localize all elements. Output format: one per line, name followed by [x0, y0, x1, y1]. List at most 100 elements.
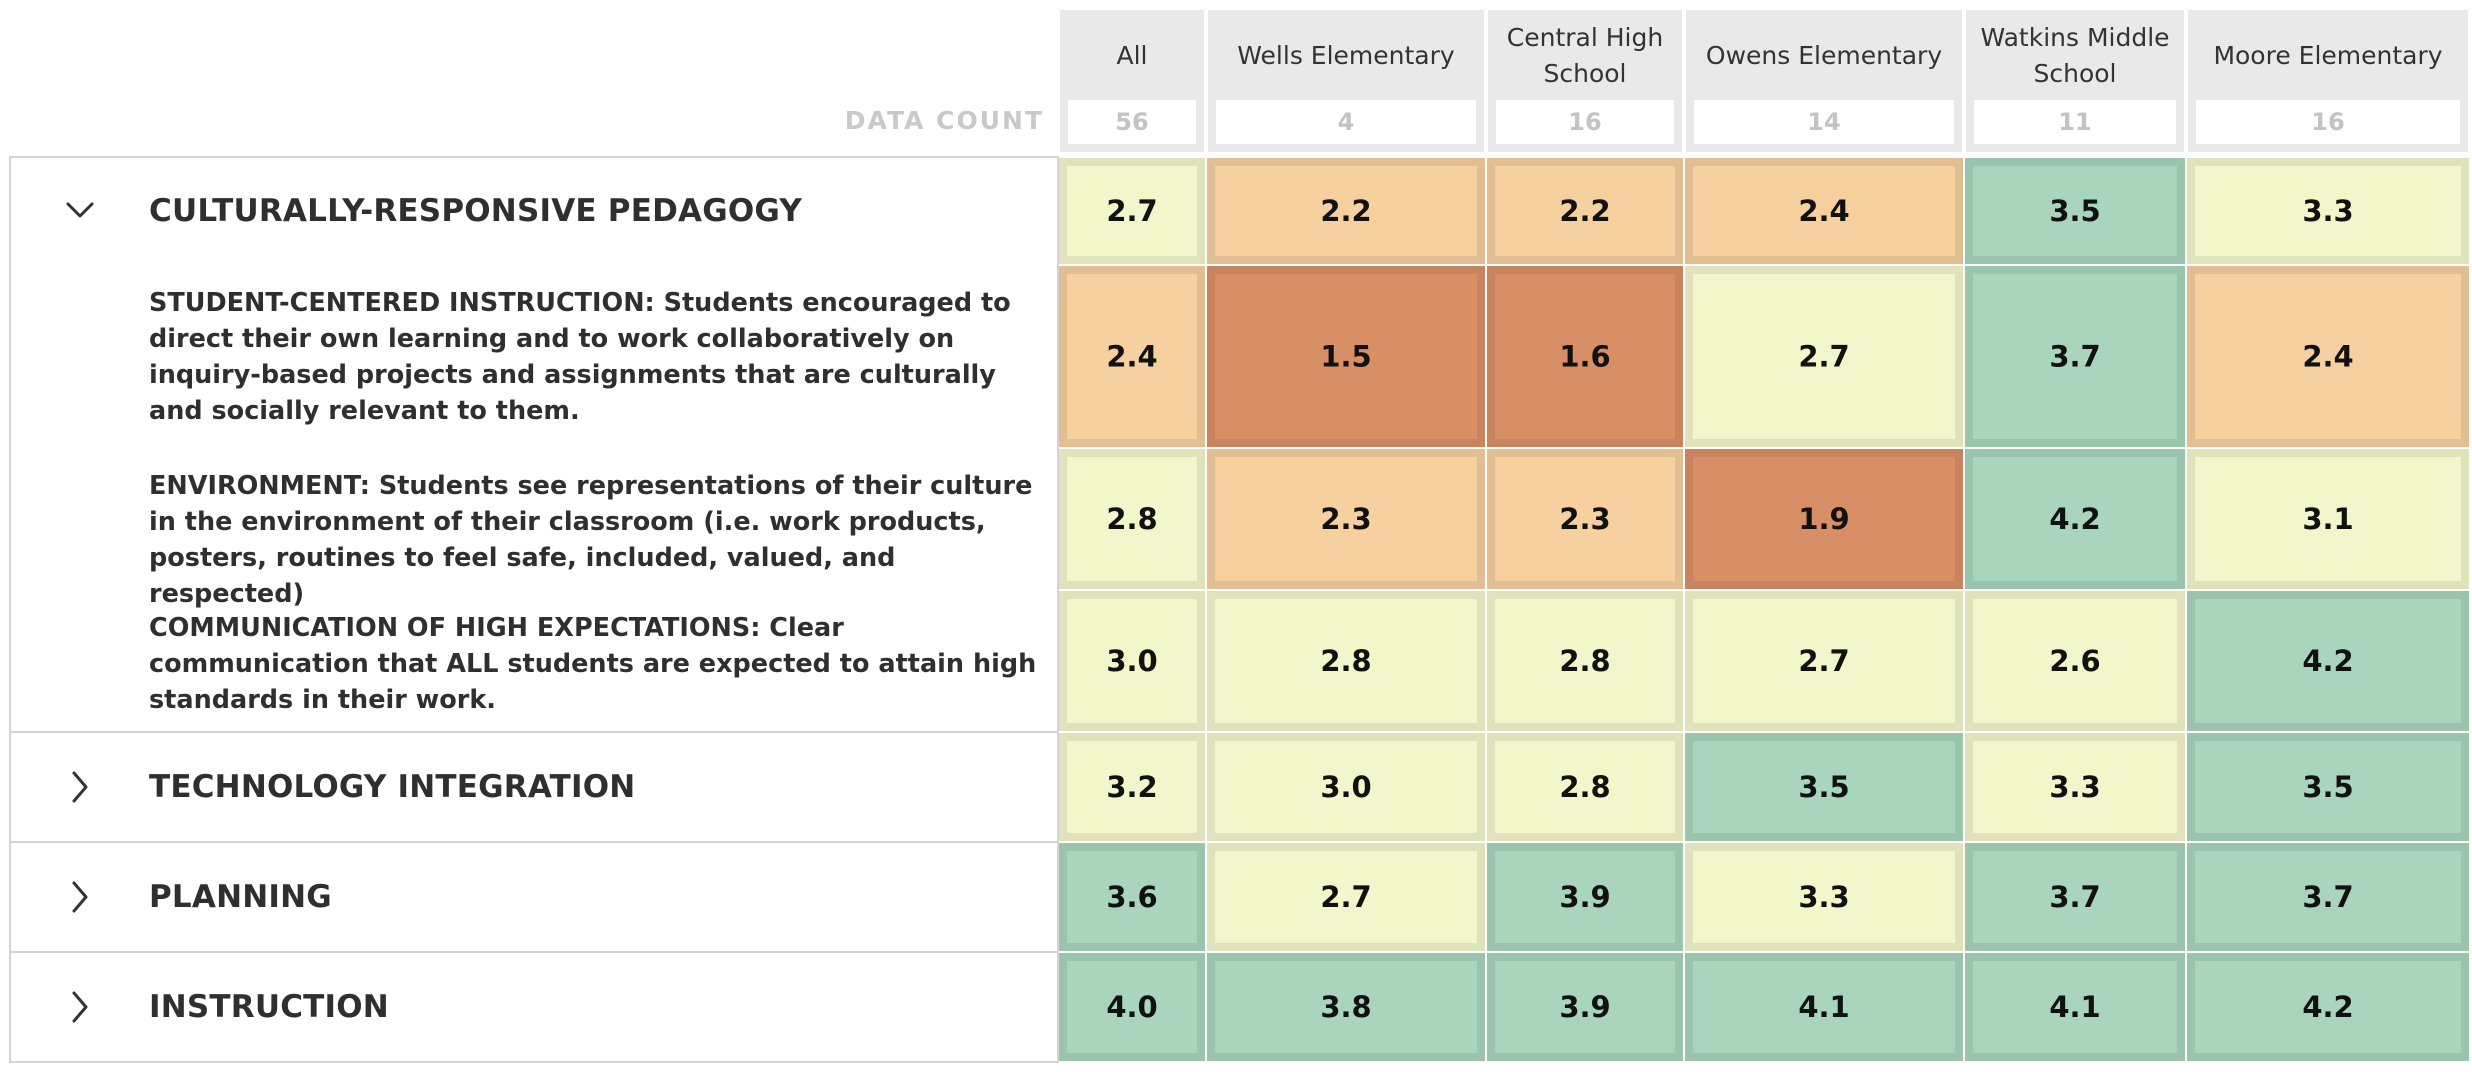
heatmap-cell[interactable]	[1215, 961, 1477, 1053]
heatmap-cell[interactable]	[1215, 599, 1477, 723]
chevron-right-icon[interactable]	[56, 983, 104, 1031]
heatmap-cell[interactable]	[1067, 166, 1197, 256]
heatmap-cell[interactable]	[1215, 851, 1477, 943]
heatmap-cell[interactable]	[1495, 851, 1675, 943]
heatmap-cell[interactable]	[1973, 274, 2177, 439]
cell-value-label: 3.3	[1798, 880, 1849, 914]
data-count-value: 14	[1694, 100, 1954, 144]
heatmap-cell[interactable]	[1067, 599, 1197, 723]
heatmap-cell[interactable]	[1693, 741, 1955, 833]
cell-value-label: 3.5	[2049, 194, 2100, 228]
column-header[interactable]: Watkins Middle School	[1980, 23, 2170, 88]
cell-value-label: 4.2	[2049, 502, 2100, 536]
cell-value-label: 3.8	[1320, 990, 1371, 1024]
heatmap-cell[interactable]	[1693, 166, 1955, 256]
group-row-label[interactable]: TECHNOLOGY INTEGRATION	[149, 769, 636, 805]
heatmap-cell[interactable]	[1973, 166, 2177, 256]
heatmap-cell[interactable]	[1973, 961, 2177, 1053]
heatmap-cell[interactable]	[1495, 599, 1675, 723]
group-row-label[interactable]: CULTURALLY-RESPONSIVE PEDAGOGY	[149, 193, 803, 229]
heatmap-cell[interactable]	[1973, 741, 2177, 833]
column-header[interactable]: Owens Elementary	[1705, 41, 1943, 70]
group-row-label[interactable]: INSTRUCTION	[149, 989, 389, 1025]
column-header[interactable]: All	[1116, 41, 1148, 70]
criterion-row-label: COMMUNICATION OF HIGH EXPECTATIONS: Clea…	[149, 613, 1037, 715]
cell-value-label: 3.6	[1106, 880, 1157, 914]
cell-value-label: 1.5	[1320, 340, 1371, 374]
cell-value-label: 2.2	[1320, 194, 1371, 228]
heatmap-cell[interactable]	[2195, 457, 2461, 581]
cell-value-label: 2.7	[1106, 194, 1157, 228]
heatmap-cell[interactable]	[2195, 274, 2461, 439]
heatmap-cell[interactable]	[1973, 851, 2177, 943]
cell-value-label: 2.2	[1559, 194, 1610, 228]
heatmap-cell[interactable]	[1693, 851, 1955, 943]
heatmap-cell[interactable]	[1067, 457, 1197, 581]
cell-value-label: 3.5	[1798, 770, 1849, 804]
cell-value-label: 2.7	[1798, 340, 1849, 374]
heatmap-cell[interactable]	[1215, 274, 1477, 439]
heatmap-cell[interactable]	[1495, 457, 1675, 581]
heatmap-cell[interactable]	[1973, 599, 2177, 723]
criterion-row-label: ENVIRONMENT: Students see representation…	[149, 471, 1033, 609]
heatmap-cell[interactable]	[2195, 851, 2461, 943]
cell-value-label: 4.2	[2302, 644, 2353, 678]
cell-value-label: 3.7	[2049, 880, 2100, 914]
data-count-value: 16	[2196, 100, 2460, 144]
data-count-value: 4	[1216, 100, 1476, 144]
cell-value-label: 1.6	[1559, 340, 1610, 374]
cell-value-label: 3.0	[1106, 644, 1157, 678]
heatmap-cell[interactable]	[1693, 274, 1955, 439]
cell-value-label: 3.0	[1320, 770, 1371, 804]
heatmap-cell[interactable]	[1693, 457, 1955, 581]
heatmap-cell[interactable]	[2195, 599, 2461, 723]
cell-value-label: 4.1	[1798, 990, 1849, 1024]
cell-value-label: 2.7	[1320, 880, 1371, 914]
heatmap-cell[interactable]	[1693, 961, 1955, 1053]
heatmap-cell[interactable]	[1215, 166, 1477, 256]
heatmap-cell[interactable]	[2195, 961, 2461, 1053]
cell-value-label: 3.9	[1559, 880, 1610, 914]
cell-value-label: 2.6	[2049, 644, 2100, 678]
heatmap-cell[interactable]	[1495, 961, 1675, 1053]
cell-value-label: 3.9	[1559, 990, 1610, 1024]
heatmap-cell[interactable]	[1495, 166, 1675, 256]
column-header[interactable]: Wells Elementary	[1237, 41, 1455, 70]
cell-value-label: 4.0	[1106, 990, 1157, 1024]
column-header[interactable]: Moore Elementary	[2213, 41, 2443, 70]
cell-value-label: 1.9	[1798, 502, 1849, 536]
cell-value-label: 4.2	[2302, 990, 2353, 1024]
cell-value-label: 3.5	[2302, 770, 2353, 804]
column-header[interactable]: Central High School	[1506, 23, 1664, 88]
cell-value-label: 3.3	[2302, 194, 2353, 228]
cell-value-label: 2.8	[1559, 770, 1610, 804]
cell-value-label: 2.7	[1798, 644, 1849, 678]
group-row-label[interactable]: PLANNING	[149, 879, 332, 915]
cell-value-label: 2.8	[1320, 644, 1371, 678]
chevron-right-icon[interactable]	[56, 873, 104, 921]
chevron-down-icon[interactable]	[56, 187, 104, 235]
heatmap-cell[interactable]	[1495, 274, 1675, 439]
chevron-right-icon[interactable]	[56, 763, 104, 811]
cell-value-label: 2.3	[1320, 502, 1371, 536]
heatmap-cell[interactable]	[1067, 961, 1197, 1053]
heatmap-cell[interactable]	[1067, 851, 1197, 943]
cell-value-label: 2.4	[1106, 340, 1157, 374]
cell-value-label: 3.7	[2049, 340, 2100, 374]
data-count-value: 16	[1496, 100, 1674, 144]
cell-value-label: 2.3	[1559, 502, 1610, 536]
heatmap-cell[interactable]	[1693, 599, 1955, 723]
cell-value-label: 3.2	[1106, 770, 1157, 804]
heatmap-cell[interactable]	[2195, 166, 2461, 256]
cell-value-label: 2.8	[1106, 502, 1157, 536]
heatmap-cell[interactable]	[1067, 741, 1197, 833]
heatmap-cell[interactable]	[1495, 741, 1675, 833]
cell-value-label: 4.1	[2049, 990, 2100, 1024]
heatmap-cell[interactable]	[1067, 274, 1197, 439]
criterion-row-label: STUDENT-CENTERED INSTRUCTION: Students e…	[149, 288, 1011, 426]
heatmap-cell[interactable]	[1215, 457, 1477, 581]
heatmap-cell[interactable]	[2195, 741, 2461, 833]
heatmap-cell[interactable]	[1215, 741, 1477, 833]
heatmap-cell[interactable]	[1973, 457, 2177, 581]
